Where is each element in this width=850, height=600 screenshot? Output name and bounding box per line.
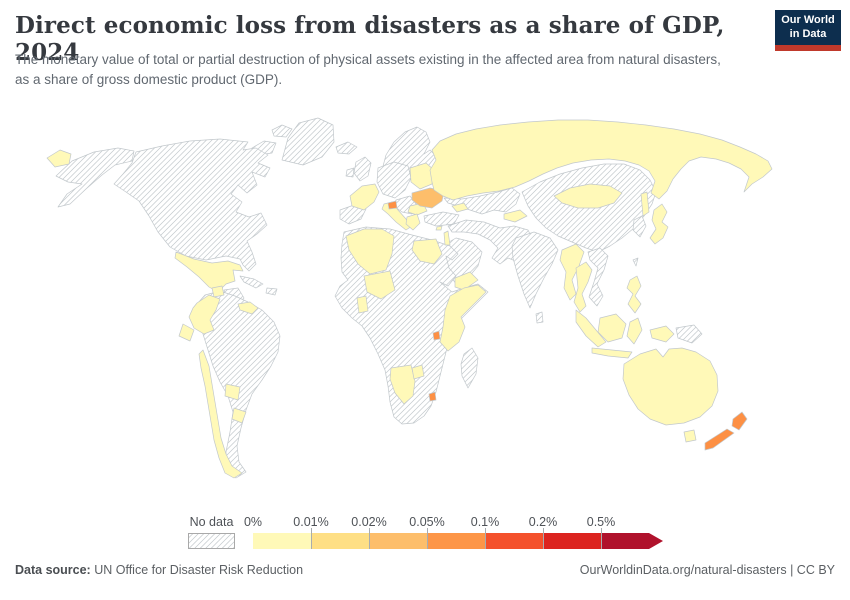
country-uruguay[interactable]: [231, 407, 247, 424]
country-madagascar[interactable]: [460, 347, 479, 389]
country-alaska[interactable]: [55, 147, 135, 208]
country-slovenia[interactable]: [387, 200, 398, 210]
legend-tick-label: 0%: [243, 515, 263, 529]
owid-logo: Our World in Data: [775, 10, 841, 51]
legend-bin-0[interactable]: [253, 533, 311, 549]
country-eswatini[interactable]: [428, 391, 437, 402]
country-russia[interactable]: [429, 119, 773, 201]
country-iceland[interactable]: [335, 141, 358, 155]
legend-bin-6[interactable]: [601, 533, 663, 549]
chart-subtitle: The monetary value of total or partial d…: [15, 52, 721, 88]
country-greenland[interactable]: [281, 117, 335, 166]
country-australia[interactable]: [622, 347, 719, 426]
country-japan[interactable]: [649, 203, 669, 245]
country-costa-rica-panama[interactable]: [237, 301, 259, 315]
legend-tick-mark: [601, 528, 602, 549]
country-colombia[interactable]: [188, 294, 221, 335]
country-france[interactable]: [349, 183, 380, 211]
country-ghana[interactable]: [356, 295, 369, 314]
no-data-label: No data: [189, 515, 234, 529]
legend-tick-label: 0.5%: [586, 515, 616, 529]
legend-bin-3[interactable]: [427, 533, 485, 549]
legend-tick-label: 0.2%: [528, 515, 558, 529]
country-mongolia[interactable]: [553, 183, 623, 209]
data-source-label: Data source:: [15, 563, 91, 577]
country-cyprus[interactable]: [435, 225, 443, 231]
country-south-america[interactable]: [196, 290, 281, 479]
country-tasmania[interactable]: [683, 429, 697, 443]
data-source-text: UN Office for Disaster Risk Reduction: [90, 563, 304, 577]
country-korea[interactable]: [632, 215, 647, 238]
country-greece[interactable]: [405, 213, 421, 231]
legend-color-bar: [253, 533, 663, 549]
country-horn-of-africa[interactable]: [439, 284, 487, 352]
legend-tick-label: 0.01%: [293, 515, 329, 529]
country-mexico[interactable]: [174, 251, 244, 293]
country-namibia[interactable]: [389, 364, 416, 405]
country-canada-usa[interactable]: [113, 138, 271, 272]
country-taiwan[interactable]: [632, 257, 639, 267]
country-israel[interactable]: [443, 230, 451, 246]
country-burundi[interactable]: [432, 330, 441, 341]
legend-tick-label: 0.1%: [470, 515, 500, 529]
legend-bin-4[interactable]: [485, 533, 543, 549]
country-niger[interactable]: [363, 270, 396, 300]
legend-tick-mark: [543, 528, 544, 549]
country-guatemala[interactable]: [211, 285, 225, 298]
country-ireland[interactable]: [345, 167, 355, 178]
owid-logo-line1: Our World: [781, 13, 835, 26]
country-sumatra-malaysia[interactable]: [575, 309, 607, 348]
legend-bin-2[interactable]: [369, 533, 427, 549]
no-data-swatch[interactable]: [188, 533, 235, 549]
legend-tick-label: 0.05%: [409, 515, 445, 529]
country-laos-vietnam[interactable]: [587, 247, 609, 307]
country-chile[interactable]: [198, 349, 243, 479]
chart-footer: Data source: UN Office for Disaster Risk…: [15, 563, 835, 577]
legend-bin-5[interactable]: [543, 533, 601, 549]
country-egypt[interactable]: [411, 238, 443, 265]
legend-bin-1[interactable]: [311, 533, 369, 549]
country-central-europe[interactable]: [376, 161, 412, 199]
legend-tick-mark: [311, 528, 312, 549]
country-georgia[interactable]: [451, 202, 469, 213]
country-borneo[interactable]: [597, 313, 627, 343]
country-yemen[interactable]: [454, 271, 479, 291]
country-belarus[interactable]: [409, 162, 435, 190]
country-morocco-algeria[interactable]: [345, 228, 395, 275]
country-hispaniola[interactable]: [265, 287, 278, 296]
country-india[interactable]: [511, 231, 559, 309]
data-source: Data source: UN Office for Disaster Risk…: [15, 563, 303, 577]
country-ukraine[interactable]: [411, 187, 445, 209]
country-paraguay[interactable]: [224, 383, 241, 401]
legend-tick-label: 0.02%: [351, 515, 387, 529]
world-choropleth-map: [46, 117, 773, 479]
country-ecuador[interactable]: [178, 323, 195, 342]
country-thailand[interactable]: [573, 261, 593, 313]
legend-tick-mark: [427, 528, 428, 549]
legend-tick-mark: [369, 528, 370, 549]
country-sakhalin-russia[interactable]: [640, 191, 650, 217]
country-new-zealand-south[interactable]: [704, 428, 735, 451]
attribution-link[interactable]: OurWorldinData.org/natural-disasters | C…: [579, 563, 835, 577]
legend-tick-mark: [485, 528, 486, 549]
country-chukotka-russia[interactable]: [46, 149, 72, 168]
country-sulawesi-indonesia[interactable]: [626, 317, 643, 345]
country-papua-new-guinea[interactable]: [675, 324, 703, 344]
country-new-zealand-north[interactable]: [731, 411, 748, 431]
country-kyrgyzstan[interactable]: [503, 209, 528, 223]
country-java-indonesia[interactable]: [591, 347, 633, 359]
country-sri-lanka[interactable]: [535, 311, 544, 324]
page-title: Direct economic loss from disasters as a…: [15, 12, 725, 66]
country-uk[interactable]: [353, 156, 372, 182]
country-arctic-islands[interactable]: [271, 124, 293, 138]
country-zimbabwe[interactable]: [411, 364, 425, 380]
country-west-papua-indonesia[interactable]: [649, 325, 675, 343]
owid-logo-line2: in Data: [789, 27, 827, 40]
country-cuba[interactable]: [239, 275, 264, 289]
country-philippines[interactable]: [626, 275, 642, 314]
